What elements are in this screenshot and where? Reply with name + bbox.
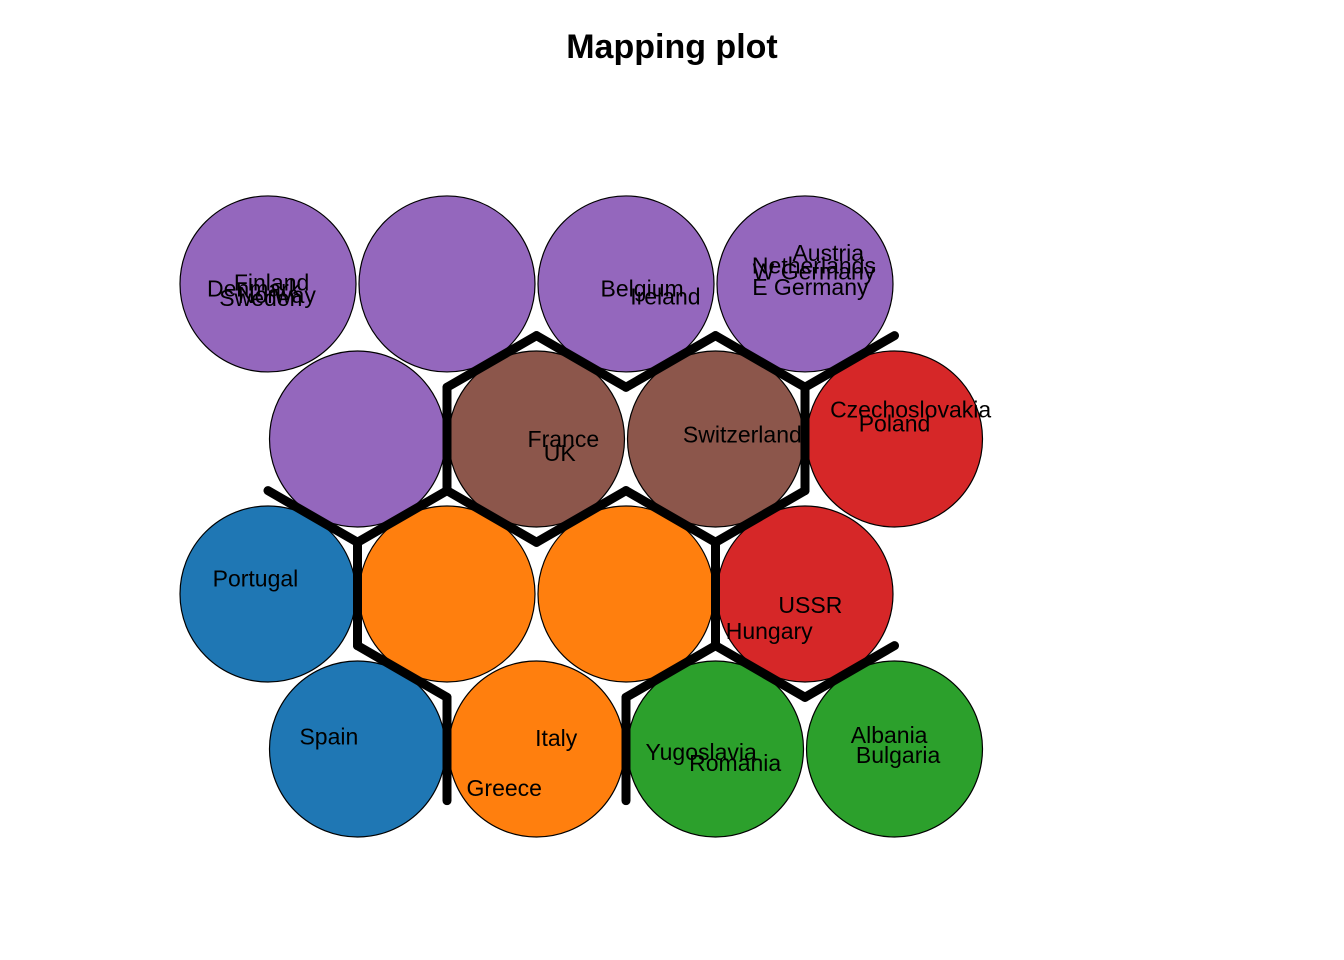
unit-circle-2-1 xyxy=(179,505,357,683)
cluster-boundary-segment xyxy=(532,331,631,392)
country-label: W Germany xyxy=(753,259,876,285)
cluster-boundary-segment xyxy=(263,486,362,547)
cluster-boundaries xyxy=(263,331,899,806)
country-label: Greece xyxy=(467,775,542,801)
cluster-boundary-segment xyxy=(442,486,541,547)
country-label: Italy xyxy=(535,725,578,751)
unit-circles xyxy=(179,195,984,838)
unit-circle-1-4 xyxy=(805,660,984,838)
country-label: Finland xyxy=(234,269,309,295)
country-label: Albania xyxy=(851,722,928,748)
country-label: Denmark xyxy=(207,276,301,302)
cluster-boundary-segment xyxy=(532,486,631,547)
chart-title: Mapping plot xyxy=(566,28,778,66)
country-label: Belgium xyxy=(601,276,684,302)
country-label: Netherlands xyxy=(752,252,876,278)
unit-circle-4-3 xyxy=(537,195,715,373)
unit-circle-2-3 xyxy=(537,505,715,683)
country-label: Norway xyxy=(238,282,316,308)
cluster-boundary-segment xyxy=(711,331,810,392)
country-label: Poland xyxy=(859,410,931,436)
country-label: Ireland xyxy=(630,283,700,309)
unit-circle-4-2 xyxy=(358,195,536,373)
country-label: Romania xyxy=(689,750,781,776)
country-label: Bulgaria xyxy=(856,742,941,768)
country-label: Austria xyxy=(792,240,864,266)
country-label: Switzerland xyxy=(683,421,802,447)
cluster-boundary-segment xyxy=(442,331,541,392)
country-label: Yugoslavia xyxy=(646,739,757,765)
country-label: E Germany xyxy=(752,274,869,300)
cluster-boundary-segment xyxy=(711,486,810,547)
cluster-boundary-segment xyxy=(800,641,899,702)
unit-circle-4-4 xyxy=(716,195,894,373)
country-label: Spain xyxy=(299,724,358,750)
cluster-boundary-segment xyxy=(353,641,452,702)
unit-circle-2-2 xyxy=(358,505,536,683)
country-label: Czechoslovakia xyxy=(830,397,991,423)
cluster-boundary-segment xyxy=(621,486,720,547)
country-label: France xyxy=(528,426,600,452)
cluster-boundary-segment xyxy=(621,331,720,392)
unit-circle-4-1 xyxy=(179,195,357,373)
unit-circle-3-4 xyxy=(805,350,984,528)
country-label: UK xyxy=(544,440,577,466)
cluster-boundary-segment xyxy=(800,331,899,392)
cluster-boundary-segment xyxy=(353,486,452,547)
country-label: USSR xyxy=(778,592,842,618)
cluster-boundary-segment xyxy=(621,641,720,702)
country-label: Hungary xyxy=(726,618,813,644)
cluster-boundary-segment xyxy=(711,641,810,702)
country-label: Portugal xyxy=(213,565,299,591)
country-label: Sweden xyxy=(219,285,302,311)
unit-circle-3-1 xyxy=(268,350,447,528)
